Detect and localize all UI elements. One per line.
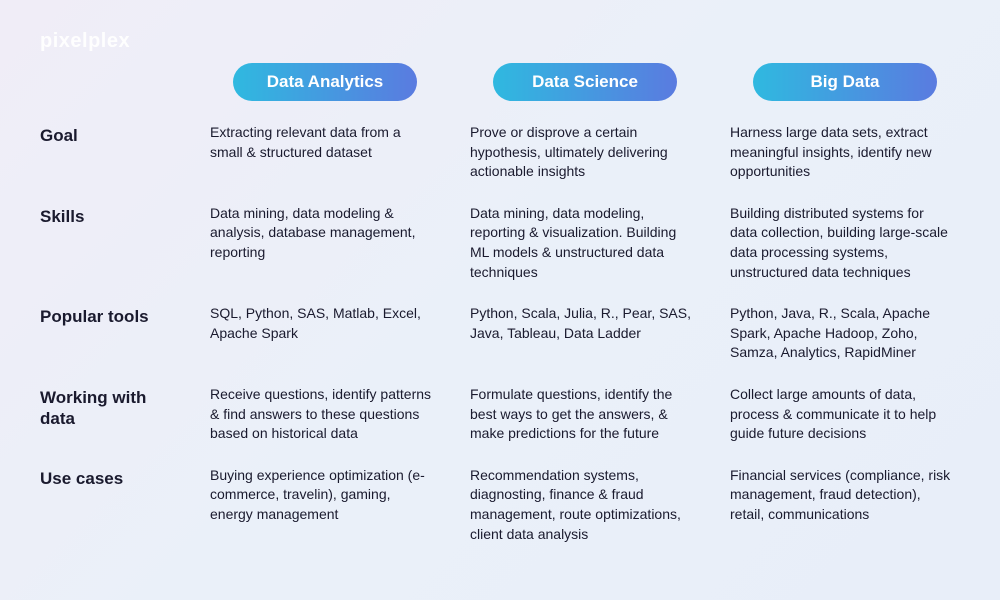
cell-working-science: Formulate questions, identify the best w… [470, 385, 700, 444]
cell-tools-analytics: SQL, Python, SAS, Matlab, Excel, Apache … [210, 304, 440, 343]
cell-tools-bigdata: Python, Java, R., Scala, Apache Spark, A… [730, 304, 960, 363]
cell-goal-analytics: Extracting relevant data from a small & … [210, 123, 440, 162]
cell-skills-bigdata: Building distributed systems for data co… [730, 204, 960, 282]
cell-usecases-bigdata: Financial services (compliance, risk man… [730, 466, 960, 525]
cell-working-bigdata: Collect large amounts of data, process &… [730, 385, 960, 444]
cell-goal-science: Prove or disprove a certain hypothesis, … [470, 123, 700, 182]
row-label-usecases: Use cases [40, 466, 180, 489]
cell-skills-science: Data mining, data modeling, reporting & … [470, 204, 700, 282]
cell-usecases-analytics: Buying experience optimization (e-commer… [210, 466, 440, 525]
cell-usecases-science: Recommendation systems, diagnosting, fin… [470, 466, 700, 544]
row-label-working: Working with data [40, 385, 180, 430]
comparison-table: Data Analytics Data Science Big Data Goa… [40, 63, 960, 544]
cell-working-analytics: Receive questions, identify patterns & f… [210, 385, 440, 444]
cell-skills-analytics: Data mining, data modeling & analysis, d… [210, 204, 440, 263]
cell-goal-bigdata: Harness large data sets, extract meaning… [730, 123, 960, 182]
row-label-tools: Popular tools [40, 304, 180, 327]
column-header-data-science: Data Science [493, 63, 677, 101]
column-header-data-analytics: Data Analytics [233, 63, 417, 101]
column-header-big-data: Big Data [753, 63, 937, 101]
brand-logo: pixelplex [40, 30, 960, 53]
row-label-goal: Goal [40, 123, 180, 146]
cell-tools-science: Python, Scala, Julia, R., Pear, SAS, Jav… [470, 304, 700, 343]
row-label-skills: Skills [40, 204, 180, 227]
